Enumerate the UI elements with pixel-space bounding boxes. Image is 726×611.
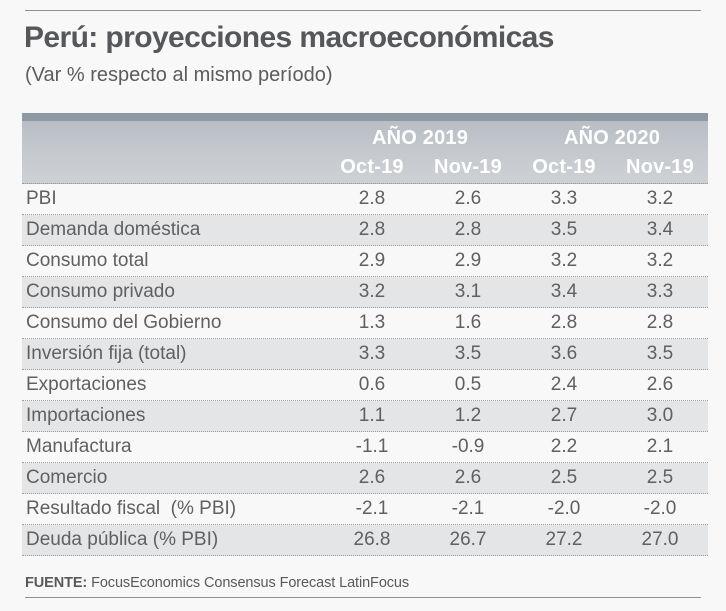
col-header-nov19-2020: Nov-19	[626, 155, 694, 178]
page-subtitle: (Var % respecto al mismo período)	[25, 64, 333, 86]
cell-value: 3.5	[550, 219, 578, 240]
cell-value: 27.2	[545, 529, 583, 550]
year-group-2020: AÑO 2020	[563, 126, 661, 149]
cell-value: 2.2	[550, 436, 578, 457]
table-row: Comercio 2.6 2.6 2.5 2.5	[22, 463, 708, 494]
data-table: AÑO 2019 AÑO 2020 Oct-19 Nov-19 Oct-19 N…	[22, 113, 708, 556]
cell-value: 1.2	[454, 405, 482, 426]
cell-value: 2.6	[358, 467, 386, 488]
cell-value: 2.5	[646, 467, 674, 488]
col-header-oct19-2020: Oct-19	[532, 155, 596, 178]
cell-value: 26.7	[449, 529, 487, 550]
cell-value: 3.2	[646, 250, 674, 271]
cell-value: 3.5	[454, 343, 482, 364]
table-row: Consumo total 2.9 2.9 3.2 3.2	[22, 246, 708, 277]
cell-value: 3.2	[550, 250, 578, 271]
row-label: Manufactura	[26, 436, 132, 457]
cell-value: 3.2	[646, 188, 674, 209]
cell-value: 3.4	[646, 219, 674, 240]
table-body: PBI 2.8 2.6 3.3 3.2 Demanda doméstica 2.…	[22, 184, 708, 556]
cell-value: -2.1	[355, 498, 389, 519]
table-row: Importaciones 1.1 1.2 2.7 3.0	[22, 401, 708, 432]
cell-value: 2.7	[550, 405, 578, 426]
cell-value: -1.1	[355, 436, 389, 457]
row-label: PBI	[26, 188, 57, 209]
row-label: Importaciones	[26, 405, 146, 426]
cell-value: -2.0	[547, 498, 581, 519]
page-title: Perú: proyecciones macroeconómicas	[24, 21, 554, 54]
cell-value: 3.2	[358, 281, 386, 302]
cell-value: 2.8	[550, 312, 578, 333]
table-row: PBI 2.8 2.6 3.3 3.2	[22, 184, 708, 215]
row-label: Demanda doméstica	[26, 219, 201, 240]
table-row: Consumo del Gobierno 1.3 1.6 2.8 2.8	[22, 308, 708, 339]
cell-value: 2.6	[646, 374, 674, 395]
table-row: Demanda doméstica 2.8 2.8 3.5 3.4	[22, 215, 708, 246]
table-row: Resultado fiscal (% PBI) -2.1 -2.1 -2.0 …	[22, 494, 708, 525]
cell-value: 1.3	[358, 312, 386, 333]
year-group-row: AÑO 2019 AÑO 2020	[22, 121, 708, 151]
cell-value: 3.3	[358, 343, 386, 364]
cell-value: 3.3	[646, 281, 674, 302]
cell-value: 2.8	[454, 219, 482, 240]
cell-value: 2.1	[646, 436, 674, 457]
table-row: Deuda pública (% PBI) 26.8 26.7 27.2 27.…	[22, 525, 708, 556]
row-label: Deuda pública (% PBI)	[26, 529, 219, 550]
cell-value: -2.0	[643, 498, 677, 519]
table-row: Inversión fija (total) 3.3 3.5 3.6 3.5	[22, 339, 708, 370]
row-label: Consumo privado	[26, 281, 175, 302]
source-label: FUENTE:	[25, 575, 88, 591]
cell-value: 1.1	[358, 405, 386, 426]
row-label: Comercio	[26, 467, 108, 488]
cell-value: 2.8	[646, 312, 674, 333]
row-label: Consumo total	[26, 250, 149, 271]
cell-value: 3.6	[550, 343, 578, 364]
col-header-oct19-2019: Oct-19	[340, 155, 404, 178]
header-accent-strip	[22, 113, 708, 121]
column-header-row: Oct-19 Nov-19 Oct-19 Nov-19	[22, 151, 708, 183]
source-note: FUENTE: FocusEconomics Consensus Forecas…	[25, 575, 409, 591]
row-label: Resultado fiscal (% PBI)	[26, 498, 237, 519]
top-rule	[25, 10, 701, 11]
cell-value: 26.8	[353, 529, 391, 550]
cell-value: 2.5	[550, 467, 578, 488]
cell-value: 2.8	[358, 219, 386, 240]
cell-value: 2.6	[454, 467, 482, 488]
cell-value: -0.9	[451, 436, 485, 457]
row-label: Inversión fija (total)	[26, 343, 187, 364]
cell-value: 3.0	[646, 405, 674, 426]
row-label: Exportaciones	[26, 374, 147, 395]
source-text: FocusEconomics Consensus Forecast LatinF…	[91, 575, 410, 591]
cell-value: 2.9	[358, 250, 386, 271]
cell-value: 0.6	[358, 374, 386, 395]
cell-value: 3.1	[454, 281, 482, 302]
cell-value: 0.5	[454, 374, 482, 395]
cell-value: 2.6	[454, 188, 482, 209]
cell-value: 2.8	[358, 188, 386, 209]
col-header-nov19-2019: Nov-19	[434, 155, 502, 178]
table-header: AÑO 2019 AÑO 2020 Oct-19 Nov-19 Oct-19 N…	[22, 121, 708, 184]
year-group-2019: AÑO 2019	[371, 126, 469, 149]
table-row: Exportaciones 0.6 0.5 2.4 2.6	[22, 370, 708, 401]
table-row: Consumo privado 3.2 3.1 3.4 3.3	[22, 277, 708, 308]
cell-value: 3.3	[550, 188, 578, 209]
cell-value: 3.4	[550, 281, 578, 302]
cell-value: 1.6	[454, 312, 482, 333]
table-row: Manufactura -1.1 -0.9 2.2 2.1	[22, 432, 708, 463]
cell-value: 27.0	[641, 529, 679, 550]
cell-value: 2.9	[454, 250, 482, 271]
cell-value: 3.5	[646, 343, 674, 364]
row-label: Consumo del Gobierno	[26, 312, 222, 333]
cell-value: -2.1	[451, 498, 485, 519]
bottom-rule	[25, 597, 701, 598]
cell-value: 2.4	[550, 374, 578, 395]
